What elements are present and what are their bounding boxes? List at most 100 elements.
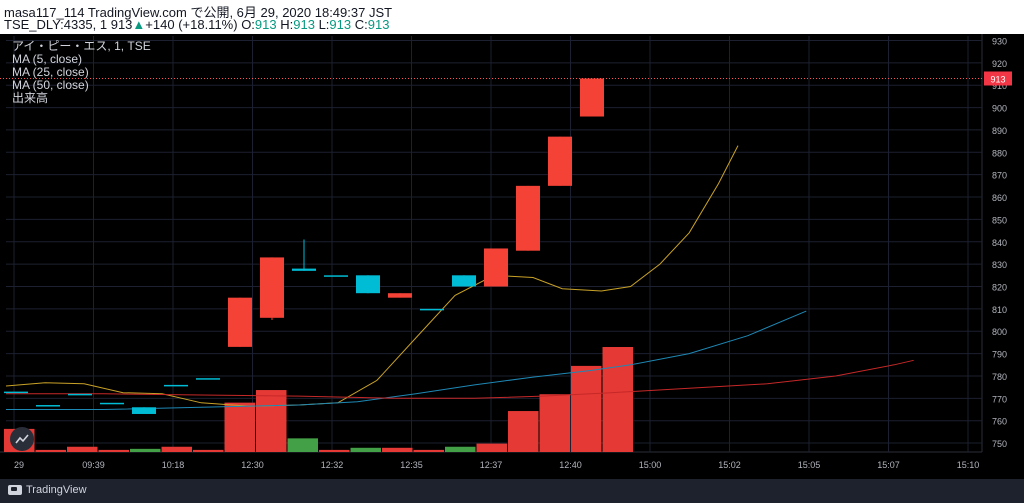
- time-tick-label: 15:07: [877, 460, 900, 470]
- low-value: 913: [329, 17, 352, 32]
- time-tick-label: 29: [14, 460, 24, 470]
- volume-bar: [161, 446, 192, 452]
- candle-body: [580, 78, 604, 117]
- volume-bar: [256, 390, 287, 452]
- candle-body: [164, 384, 188, 387]
- chart-legend: アイ・ピー・エス, 1, TSE MA (5, close) MA (25, c…: [12, 40, 151, 105]
- volume-bar: [98, 449, 129, 452]
- price-tick-label: 930: [992, 36, 1007, 46]
- time-tick-label: 15:02: [718, 460, 741, 470]
- candle-body: [324, 275, 348, 277]
- up-arrow-icon: ▲: [132, 17, 146, 32]
- close-value: 913: [367, 17, 390, 32]
- legend-ma5[interactable]: MA (5, close): [12, 52, 83, 66]
- time-tick-label: 15:05: [798, 460, 821, 470]
- chart-svg[interactable]: 750 760 770 780 790 800 810 820 830 840 850 860 870 8…: [0, 34, 1024, 479]
- last-price-text: 913: [110, 17, 133, 32]
- price-tick-label: 840: [992, 238, 1007, 248]
- volume-bar: [571, 365, 602, 452]
- time-tick-label: 12:32: [321, 460, 344, 470]
- price-tick-label: 850: [992, 215, 1007, 225]
- footer-bar: TradingView: [0, 479, 1024, 503]
- candle-body: [420, 308, 444, 311]
- volume-bar: [350, 447, 381, 452]
- volume-bar: [476, 443, 507, 452]
- price-tick-label: 770: [992, 394, 1007, 404]
- ohlc-info: TSE_DLY:4335, 1 913▲+140 (+18.11%) O:913…: [4, 17, 389, 32]
- candle-body: [452, 275, 476, 287]
- time-tick-label: 12:35: [400, 460, 423, 470]
- volume-bar: [35, 449, 66, 452]
- ma50-line: [6, 359, 914, 399]
- brand-text: TradingView: [26, 484, 87, 496]
- legend-ma50[interactable]: MA (50, close): [12, 78, 89, 92]
- change-text: +140 (+18.11%): [145, 17, 238, 32]
- time-tick-label: 09:39: [82, 460, 105, 470]
- legend-symbol: アイ・ピー・エス, 1, TSE: [12, 39, 151, 53]
- candle-body: [100, 402, 124, 405]
- ma25-line: [6, 310, 807, 410]
- volume-bar: [382, 447, 413, 452]
- chart-area[interactable]: 750 760 770 780 790 800 810 820 830 840 850 860 870 8…: [0, 34, 1024, 479]
- cloud-icon: [15, 434, 29, 444]
- volume-bar: [319, 449, 350, 452]
- tradingview-logo-icon: [8, 485, 22, 495]
- legend-ma25[interactable]: MA (25, close): [12, 65, 89, 79]
- candle-body: [132, 407, 156, 414]
- chart-header: masa117_114 TradingView.com で公開, 6月 29, …: [0, 0, 1024, 34]
- high-value: 913: [293, 17, 315, 32]
- price-tick-label: 910: [992, 81, 1007, 91]
- time-tick-label: 12:37: [480, 460, 503, 470]
- time-tick-label: 12:30: [241, 460, 264, 470]
- volume-bar: [508, 411, 539, 452]
- low-label: L:: [314, 17, 330, 32]
- volume-bar: [602, 347, 633, 452]
- legend-volume[interactable]: 出来高: [12, 91, 49, 105]
- candle-body: [548, 136, 572, 186]
- time-tick-label: 15:00: [639, 460, 662, 470]
- close-label: C:: [351, 17, 368, 32]
- candle-body: [196, 378, 220, 380]
- price-tick-label: 900: [992, 104, 1007, 114]
- open-value: 913: [254, 17, 277, 32]
- price-tick-label: 790: [992, 350, 1007, 360]
- candle-body: [36, 405, 60, 407]
- price-tick-label: 800: [992, 327, 1007, 337]
- candle-body: [4, 391, 28, 394]
- price-tick-label: 830: [992, 260, 1007, 270]
- candle-body: [516, 185, 540, 251]
- candle-body: [68, 393, 92, 396]
- ma5-line: [5, 145, 739, 407]
- price-tick-label: 760: [992, 417, 1007, 427]
- last-price-badge: [984, 71, 1012, 86]
- price-tick-label: 920: [992, 59, 1007, 69]
- tradingview-float-icon[interactable]: [10, 427, 34, 451]
- price-tick-label: 860: [992, 193, 1007, 203]
- volume-bar: [413, 449, 444, 452]
- price-tick-label: 820: [992, 282, 1007, 292]
- volume-bar: [287, 438, 318, 452]
- price-tick-label: 780: [992, 372, 1007, 382]
- last-price-label: 913: [990, 74, 1005, 84]
- time-tick-label: 10:18: [162, 460, 185, 470]
- volume-bar: [130, 448, 161, 452]
- price-tick-label: 750: [992, 439, 1007, 449]
- volume-bar: [193, 449, 224, 452]
- candle-body: [356, 275, 380, 294]
- volume-bar: [445, 446, 476, 452]
- publish-info: masa117_114 TradingView.com で公開, 6月 29, …: [4, 2, 392, 21]
- candle-body: [388, 293, 412, 298]
- volume-bar: [67, 446, 98, 452]
- price-tick-label: 880: [992, 148, 1007, 158]
- brand[interactable]: TradingView: [8, 484, 87, 496]
- publish-text: masa117_114 TradingView.com で公開, 6月 29, …: [4, 5, 393, 20]
- volume-bar: [539, 394, 570, 452]
- time-tick-label: 12:40: [559, 460, 582, 470]
- candle-body: [292, 268, 316, 271]
- volume-bar: [224, 402, 255, 452]
- candle-body: [228, 297, 252, 347]
- price-tick-label: 890: [992, 126, 1007, 136]
- candle-body: [260, 257, 284, 318]
- candle-body: [484, 248, 508, 287]
- symbol-text: TSE_DLY:4335, 1: [4, 17, 111, 32]
